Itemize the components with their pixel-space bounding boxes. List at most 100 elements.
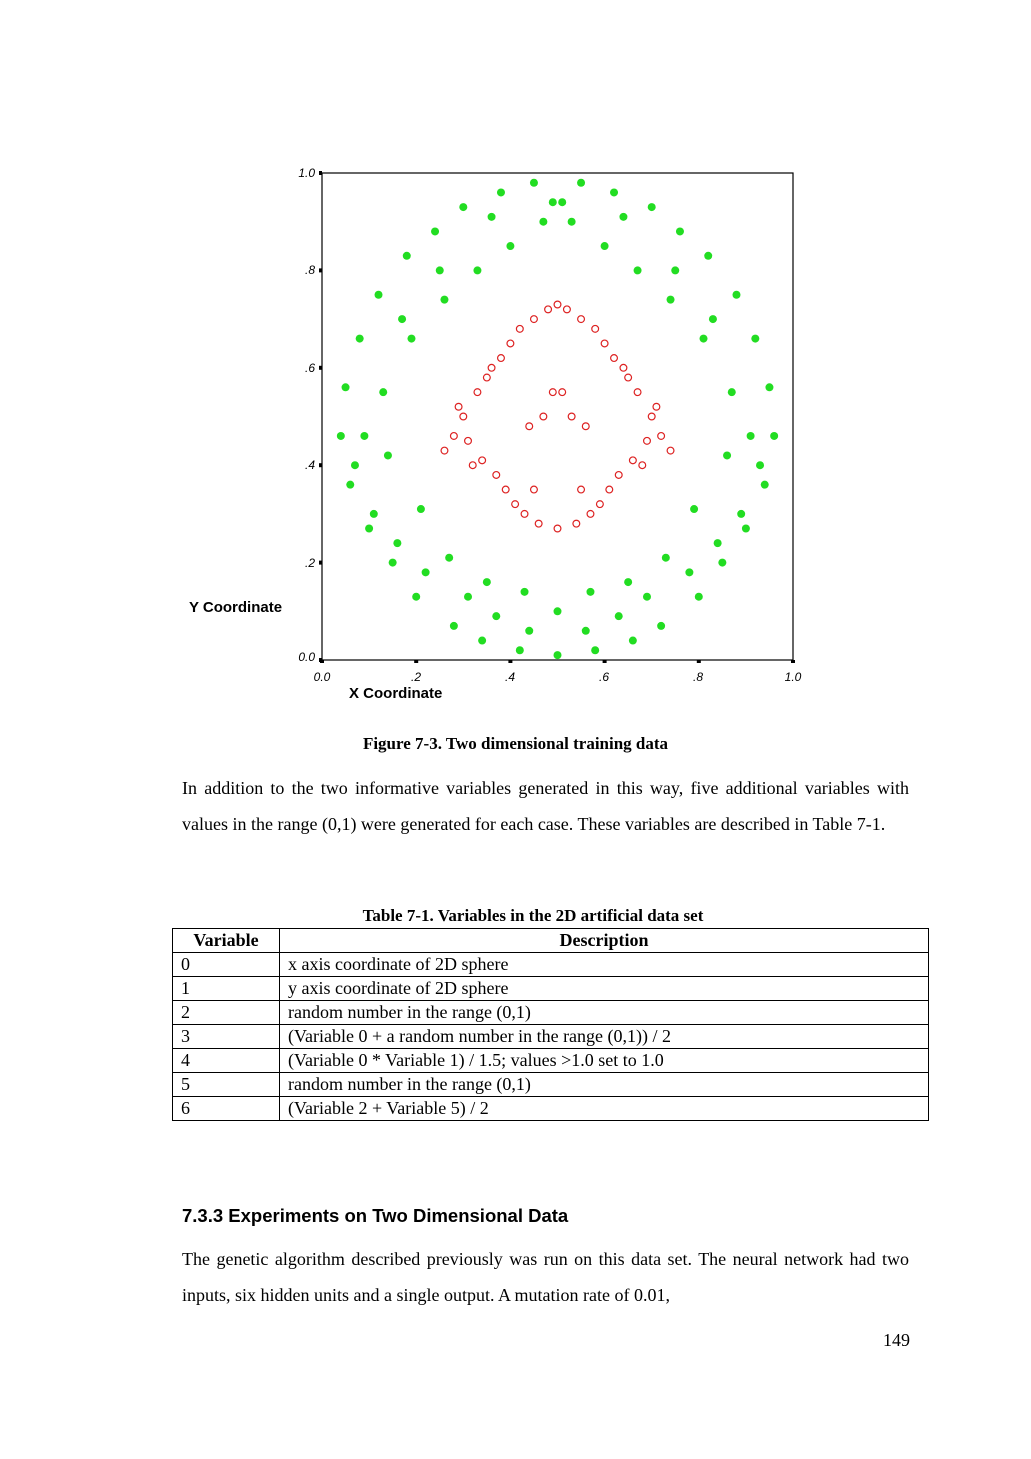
outer-class-point	[600, 242, 609, 251]
outer-class-point	[765, 383, 774, 392]
table-cell: 5	[172, 1072, 280, 1097]
outer-class-point	[402, 251, 411, 260]
body-paragraph: In addition to the two informative varia…	[182, 778, 909, 834]
y-tick-label: .4	[304, 458, 315, 472]
outer-class-point	[369, 509, 378, 518]
table-row: 3 (Variable 0 + a random number in the ra…	[172, 1024, 929, 1049]
outer-class-point	[360, 431, 369, 440]
y-tick-label: 0.0	[298, 650, 315, 664]
inner-class-point	[529, 485, 538, 494]
inner-class-point	[464, 436, 473, 445]
outer-class-point	[727, 388, 736, 397]
inner-class-points	[440, 300, 675, 533]
inner-class-point	[515, 324, 524, 333]
outer-class-point	[718, 558, 727, 567]
outer-class-point	[393, 539, 402, 548]
page-number: 149	[883, 1330, 910, 1350]
table-row: 5 random number in the range (0,1)	[172, 1072, 929, 1097]
x-tick-mark	[602, 660, 607, 663]
outer-class-point	[633, 266, 642, 275]
outer-class-point	[666, 295, 675, 304]
outer-class-point	[355, 334, 364, 343]
table-cell: random number in the range (0,1)	[279, 1072, 929, 1097]
inner-class-point	[647, 412, 656, 421]
inner-class-point	[638, 461, 647, 470]
outer-class-point	[694, 592, 703, 601]
inner-class-point	[605, 485, 614, 494]
outer-class-point	[770, 431, 779, 440]
y-tick-label: 1.0	[298, 166, 315, 180]
x-tick-label: .8	[692, 670, 703, 684]
inner-class-point	[619, 363, 628, 372]
outer-class-point	[529, 178, 538, 187]
outer-class-point	[445, 553, 454, 562]
x-tick-mark	[320, 660, 324, 663]
x-tick-label: 1.0	[784, 670, 802, 684]
inner-class-point	[624, 373, 633, 382]
outer-class-point	[732, 290, 741, 299]
inner-class-point	[529, 315, 538, 324]
inner-class-point	[642, 436, 651, 445]
outer-class-point	[548, 198, 557, 207]
outer-class-point	[482, 578, 491, 587]
column-header: Variable	[172, 928, 280, 953]
outer-class-point	[487, 212, 496, 221]
inner-class-point	[534, 519, 543, 528]
outer-class-point	[506, 242, 515, 251]
x-tick-label: .6	[598, 670, 609, 684]
outer-class-point	[421, 568, 430, 577]
outer-class-point	[553, 651, 562, 660]
outer-class-point	[581, 626, 590, 635]
outer-class-point	[398, 315, 407, 324]
outer-class-point	[379, 388, 388, 397]
inner-class-point	[544, 305, 553, 314]
outer-class-point	[746, 431, 755, 440]
table-cell: 0	[172, 952, 280, 977]
inner-class-point	[501, 485, 510, 494]
x-tick-mark	[414, 660, 419, 663]
outer-class-point	[412, 592, 421, 601]
outer-class-point	[685, 568, 694, 577]
inner-class-point	[652, 402, 661, 411]
x-tick-mark	[696, 660, 701, 663]
inner-class-point	[610, 354, 619, 363]
outer-class-point	[671, 266, 680, 275]
outer-class-point	[586, 587, 595, 596]
outer-class-point	[435, 266, 444, 275]
y-tick-mark	[319, 463, 322, 468]
x-tick-label: 0.0	[313, 670, 331, 684]
inner-class-point	[558, 388, 567, 397]
outer-class-point	[642, 592, 651, 601]
outer-class-point	[346, 480, 355, 489]
outer-class-point	[708, 315, 717, 324]
inner-class-point	[633, 388, 642, 397]
table-cell: 6	[172, 1096, 280, 1121]
table-header-row: Variable Description	[172, 928, 929, 953]
inner-class-point	[506, 339, 515, 348]
y-tick-mark	[319, 560, 322, 565]
table-cell: 2	[172, 1000, 280, 1025]
y-tick-mark	[319, 268, 322, 273]
x-tick-marks	[320, 660, 795, 663]
y-axis-label: Y Coordinate	[189, 599, 283, 616]
table-row: 6 (Variable 2 + Variable 5) / 2	[172, 1096, 929, 1121]
table-cell: random number in the range (0,1)	[279, 1000, 929, 1025]
inner-class-point	[553, 524, 562, 533]
y-tick-label: .8	[304, 263, 315, 277]
outer-class-point	[365, 524, 374, 533]
inner-class-point	[454, 402, 463, 411]
inner-class-point	[496, 354, 505, 363]
outer-class-point	[624, 578, 633, 587]
outer-class-point	[690, 505, 699, 514]
table-cell: (Variable 0 + a random number in the ran…	[279, 1024, 929, 1049]
outer-class-point	[657, 621, 666, 630]
plot-frame	[321, 172, 794, 661]
table-cell: 1	[172, 976, 280, 1001]
outer-class-point	[341, 383, 350, 392]
outer-class-point	[350, 461, 359, 470]
inner-class-point	[666, 446, 675, 455]
outer-class-point	[619, 212, 628, 221]
outer-class-point	[407, 334, 416, 343]
